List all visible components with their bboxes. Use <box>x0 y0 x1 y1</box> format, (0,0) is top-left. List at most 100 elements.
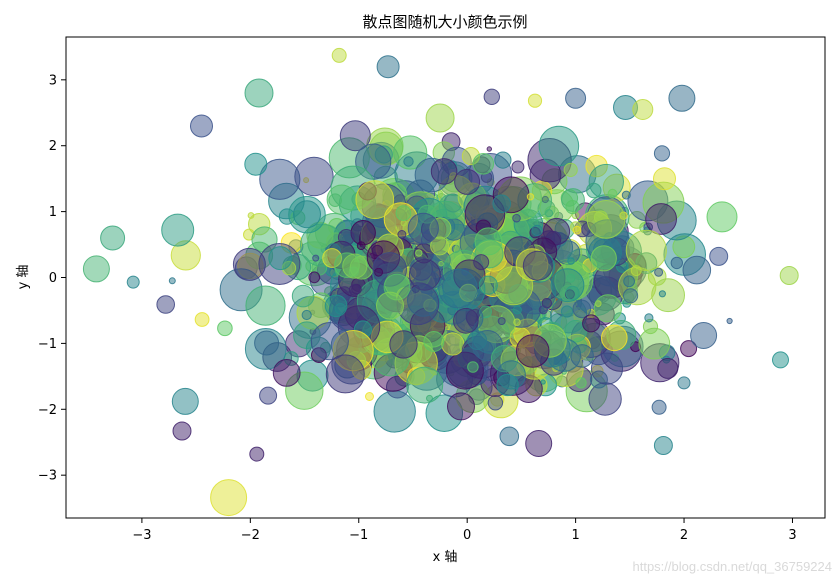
scatter-point <box>588 382 622 416</box>
scatter-point <box>494 151 512 169</box>
y-tick-label: −3 <box>38 469 57 484</box>
scatter-point <box>467 330 488 351</box>
y-tick-label: 1 <box>49 205 57 220</box>
scatter-point <box>337 229 355 246</box>
scatter-point <box>397 230 407 239</box>
scatter-point <box>371 244 383 257</box>
y-tick-label: 2 <box>49 139 57 154</box>
x-tick-label: 0 <box>463 528 471 543</box>
scatter-point <box>575 377 587 389</box>
scatter-point <box>709 246 729 266</box>
scatter-point <box>525 430 553 457</box>
scatter-point <box>403 156 414 167</box>
scatter-point <box>355 180 395 220</box>
scatter-point <box>497 317 506 326</box>
scatter-point <box>572 299 592 319</box>
scatter-point <box>467 361 479 373</box>
x-tick-label: −2 <box>241 528 260 543</box>
scatter-point <box>623 275 635 288</box>
scatter-point <box>653 436 673 455</box>
scatter-point <box>526 193 535 201</box>
scatter-point <box>538 305 548 315</box>
scatter-point <box>407 212 439 244</box>
scatter-point <box>374 267 384 277</box>
scatter-point <box>474 227 503 256</box>
scatter-point <box>126 275 140 289</box>
scatter-point <box>565 285 580 301</box>
y-axis-label: y 轴 <box>16 265 31 290</box>
scatter-point <box>632 99 654 120</box>
scatter-point <box>210 479 248 517</box>
scatter-point <box>441 332 465 356</box>
scatter-point <box>430 158 458 185</box>
scatter-point <box>244 152 268 176</box>
x-tick-label: −3 <box>132 528 151 543</box>
scatter-point <box>82 255 110 283</box>
scatter-point <box>644 313 654 323</box>
scatter-point <box>232 247 266 281</box>
y-tick-label: −2 <box>38 403 57 418</box>
x-axis-label: x 轴 <box>433 550 458 565</box>
scatter-point <box>244 78 274 108</box>
scatter-point <box>376 55 400 79</box>
scatter-point <box>601 324 628 352</box>
scatter-point <box>772 351 789 369</box>
scatter-point <box>668 84 696 112</box>
scatter-point <box>376 291 404 320</box>
scatter-point <box>301 309 312 321</box>
scatter-point <box>538 125 580 167</box>
scatter-point <box>658 290 667 298</box>
scatter-point <box>483 88 500 106</box>
scatter-point <box>690 322 718 349</box>
scatter-point <box>513 318 521 327</box>
scatter-point <box>623 288 639 304</box>
scatter-point <box>473 254 490 271</box>
scatter-point <box>324 294 348 318</box>
scatter-point <box>415 249 423 257</box>
scatter-point <box>651 399 667 415</box>
chart-title: 散点图随机大小颜色示例 <box>362 13 527 31</box>
scatter-point <box>487 395 504 411</box>
scatter-point <box>312 254 320 262</box>
scatter-point <box>588 163 624 200</box>
scatter-point <box>478 275 498 295</box>
scatter-point <box>259 386 278 405</box>
scatter-point <box>217 320 233 337</box>
scatter-point <box>342 253 368 279</box>
scatter-point <box>492 194 512 214</box>
y-tick-label: 0 <box>49 271 57 286</box>
scatter-point <box>348 284 361 296</box>
scatter-point <box>254 330 280 356</box>
x-axis-ticks: −3 −2 −1 0 1 2 3 <box>132 518 797 543</box>
scatter-point <box>486 146 492 152</box>
scatter-point <box>653 167 676 191</box>
scatter-point <box>531 224 543 237</box>
scatter-point <box>726 317 733 325</box>
scatter-point <box>325 354 365 394</box>
scatter-point <box>310 322 349 361</box>
scatter-points <box>82 47 799 517</box>
scatter-point <box>389 330 418 359</box>
scatter-point <box>527 93 543 108</box>
scatter-point <box>522 250 553 281</box>
scatter-point <box>259 158 301 200</box>
scatter-point <box>438 260 444 267</box>
scatter-point <box>294 156 334 197</box>
scatter-point <box>172 421 192 441</box>
scatter-point <box>161 213 195 247</box>
scatter-point <box>567 257 575 265</box>
scatter-point <box>406 366 444 404</box>
scatter-point <box>293 200 321 229</box>
scatter-point <box>779 266 799 285</box>
scatter-point <box>496 373 519 397</box>
scatter-point <box>572 225 582 235</box>
scatter-point <box>425 103 455 133</box>
x-tick-label: 2 <box>680 528 688 543</box>
scatter-point <box>472 153 495 175</box>
scatter-point <box>438 268 478 309</box>
scatter-point <box>453 307 479 334</box>
scatter-point <box>247 212 255 219</box>
scatter-point <box>100 225 126 251</box>
scatter-point <box>590 245 617 272</box>
watermark-text: https://blog.csdn.net/qq_36759224 <box>632 559 833 574</box>
